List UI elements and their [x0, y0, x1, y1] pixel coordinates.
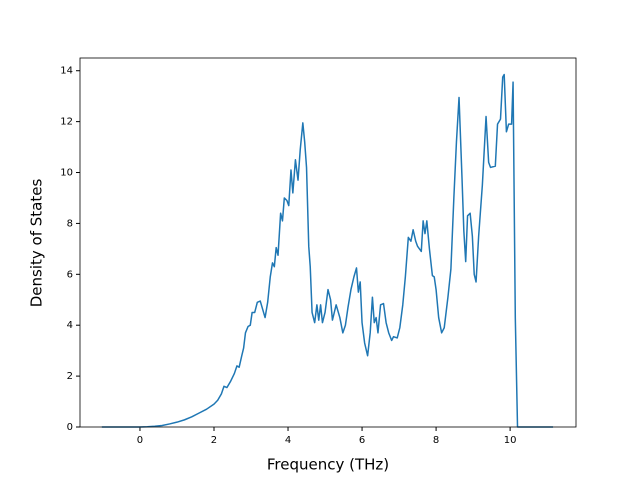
data-line [101, 73, 554, 428]
x-tick-label: 10 [504, 435, 517, 446]
y-tick-label: 6 [67, 269, 73, 280]
y-tick-label: 4 [67, 320, 73, 331]
y-tick-label: 12 [60, 117, 73, 128]
x-tick-label: 8 [433, 435, 439, 446]
x-tick-label: 0 [137, 435, 143, 446]
y-axis-label: Density of States [28, 179, 46, 308]
y-tick-label: 8 [67, 218, 73, 229]
x-tick-label: 6 [359, 435, 365, 446]
y-tick-label: 14 [60, 66, 73, 77]
x-axis-label: Frequency (THz) [267, 456, 389, 474]
y-tick-label: 0 [67, 422, 73, 433]
axes-frame [79, 57, 577, 428]
x-tick-label: 4 [285, 435, 291, 446]
y-tick-label: 2 [67, 371, 73, 382]
y-tick-label: 10 [60, 168, 73, 179]
x-tick-label: 2 [211, 435, 217, 446]
